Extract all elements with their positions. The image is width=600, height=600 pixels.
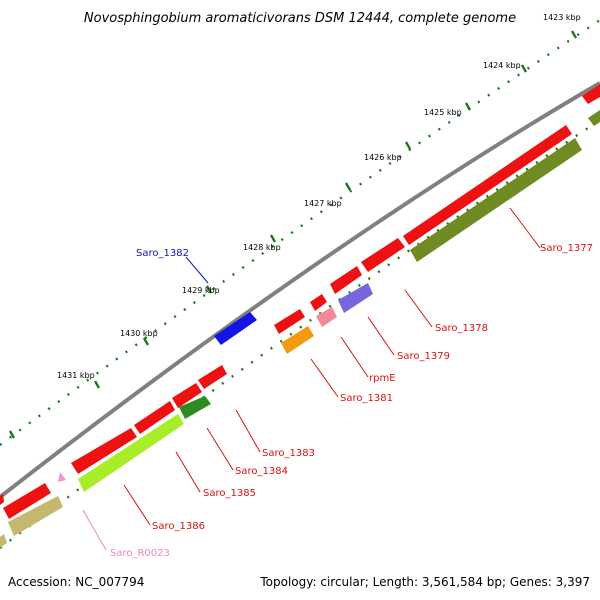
major-tick: [570, 30, 578, 39]
gene-feature[interactable]: [3, 483, 51, 519]
gene-feature[interactable]: [214, 312, 257, 345]
gene-features: [0, 84, 600, 548]
kbp-label: 1423 kbp: [543, 13, 581, 22]
major-tick: [404, 141, 412, 150]
kbp-label: 1429 kbp: [182, 286, 220, 295]
genome-summary-text: Topology: circular; Length: 3,561,584 bp…: [259, 575, 590, 589]
gene-label[interactable]: Saro_1385: [203, 488, 256, 499]
major-tick: [344, 182, 352, 191]
gene-feature[interactable]: [588, 110, 600, 126]
gene-feature[interactable]: [310, 294, 327, 311]
gene-label[interactable]: rpmE: [369, 373, 396, 384]
gene-label[interactable]: Saro_1381: [340, 393, 393, 404]
gene-feature[interactable]: [316, 307, 337, 327]
gene-feature[interactable]: [172, 383, 202, 408]
accession-text: Accession: NC_007794: [8, 575, 144, 589]
leader-line: [367, 316, 395, 356]
outer-dotted-track: [0, 19, 600, 446]
kbp-label: 1430 kbp: [120, 329, 158, 338]
leader-line: [404, 289, 433, 328]
gene-feature[interactable]: [8, 496, 63, 536]
major-tick: [142, 337, 150, 346]
major-tick: [8, 430, 16, 439]
label-leader-lines: [82, 207, 541, 551]
gene-label[interactable]: Saro_1384: [235, 466, 288, 477]
map-title: Novosphingobium aromaticivorans DSM 1244…: [84, 11, 516, 26]
leader-line: [509, 207, 541, 249]
major-tick: [93, 380, 101, 389]
gene-feature[interactable]: [179, 396, 211, 419]
gene-feature[interactable]: [410, 138, 582, 262]
gene-labels: Saro_1377 Saro_1378 Saro_1379 rpmE Saro_…: [110, 243, 593, 559]
kbp-label: 1424 kbp: [483, 61, 521, 70]
genome-backbone: [0, 81, 600, 499]
gene-label[interactable]: Saro_1382: [136, 248, 189, 259]
major-tick: [464, 102, 472, 111]
gene-feature[interactable]: [330, 266, 362, 294]
leader-line: [185, 256, 209, 284]
leader-line: [82, 509, 107, 551]
gene-feature[interactable]: [281, 326, 314, 354]
major-tick: [205, 285, 213, 294]
gene-feature[interactable]: [361, 238, 405, 272]
gene-feature[interactable]: [134, 401, 175, 434]
leader-line: [206, 427, 234, 471]
gene-feature[interactable]: [338, 283, 373, 313]
leader-line: [340, 336, 369, 378]
gene-feature[interactable]: [0, 534, 7, 548]
kbp-label: 1427 kbp: [304, 199, 342, 208]
gene-label[interactable]: Saro_1386: [152, 521, 205, 532]
leader-line: [235, 409, 261, 453]
rna-feature[interactable]: [58, 472, 66, 482]
kbp-label: 1428 kbp: [243, 243, 281, 252]
gene-label[interactable]: Saro_1377: [540, 243, 593, 254]
kbp-label: 1431 kbp: [57, 371, 95, 380]
gene-label[interactable]: Saro_R0023: [110, 548, 170, 559]
gene-label[interactable]: Saro_1379: [397, 351, 450, 362]
gene-feature[interactable]: [71, 428, 137, 474]
kbp-labels: 1423 kbp 1424 kbp 1425 kbp 1426 kbp 1427…: [57, 13, 581, 380]
gene-feature[interactable]: [78, 414, 184, 492]
gene-label[interactable]: Saro_1383: [262, 448, 315, 459]
major-tick: [520, 64, 528, 73]
gene-feature[interactable]: [274, 309, 305, 334]
leader-line: [175, 451, 201, 493]
outer-tick-track: [0, 19, 600, 446]
gene-feature[interactable]: [582, 84, 600, 104]
gene-label[interactable]: Saro_1378: [435, 323, 488, 334]
gene-feature[interactable]: [0, 494, 4, 505]
kbp-label: 1425 kbp: [424, 108, 462, 117]
gene-feature[interactable]: [403, 125, 572, 245]
leader-line: [310, 358, 339, 398]
kbp-label: 1426 kbp: [364, 153, 402, 162]
gene-feature[interactable]: [198, 365, 227, 389]
major-tick: [269, 234, 277, 243]
leader-line: [123, 484, 151, 526]
